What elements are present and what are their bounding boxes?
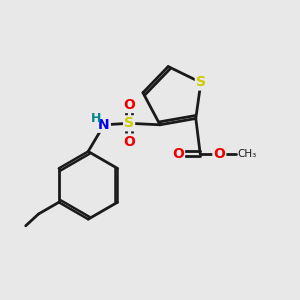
Text: H: H	[91, 112, 101, 125]
Text: S: S	[124, 116, 134, 130]
Text: N: N	[98, 118, 110, 132]
Text: CH₃: CH₃	[237, 149, 256, 159]
Text: O: O	[213, 147, 225, 161]
Text: O: O	[123, 98, 135, 112]
Text: O: O	[172, 147, 184, 161]
Text: O: O	[123, 135, 135, 148]
Text: S: S	[196, 76, 206, 89]
